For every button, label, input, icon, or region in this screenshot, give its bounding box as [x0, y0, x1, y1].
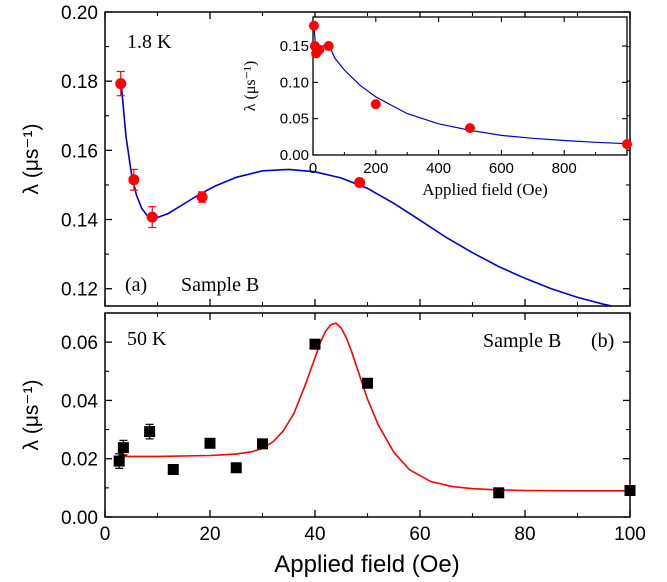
data-point [196, 191, 208, 203]
x-tick-label: 80 [514, 524, 535, 545]
data-point [354, 177, 366, 189]
x-tick-label: 20 [199, 524, 220, 545]
inset-data-point [314, 44, 325, 55]
y-axis-label: λ (μs⁻¹) [20, 124, 43, 195]
data-point [146, 211, 158, 223]
y-axis-label: λ (μs⁻¹) [20, 380, 43, 451]
sample-label: Sample B [181, 274, 259, 296]
inset-x-tick-label: 600 [489, 160, 514, 177]
inset-y-tick-label: 0.00 [280, 147, 309, 164]
data-point [167, 463, 179, 475]
data-point [128, 174, 140, 186]
data-point [257, 438, 268, 450]
x-axis-label: Applied field (Oe) [274, 551, 459, 578]
x-tick-label: 60 [409, 524, 430, 545]
inset-x-tick-label: 800 [552, 160, 577, 177]
inset-y-axis-label: λ (μs⁻¹) [242, 61, 259, 111]
fit-curve [120, 79, 616, 306]
data-point [115, 78, 127, 90]
data-point [113, 455, 125, 467]
y-tick-label: 0.14 [61, 211, 98, 232]
data-point [144, 426, 156, 438]
inset-y-tick-label: 0.05 [280, 111, 309, 128]
y-tick-label: 0.02 [61, 450, 98, 471]
data-point [624, 484, 636, 496]
inset-data-point [308, 20, 319, 31]
inset-data-point [465, 123, 475, 134]
inset-data-point [370, 99, 381, 110]
y-tick-label: 0.20 [61, 3, 98, 24]
y-tick-label: 0.06 [61, 333, 98, 354]
temperature-label: 1.8 K [127, 31, 172, 53]
y-tick-label: 0.12 [61, 280, 98, 301]
x-tick-label: 100 [614, 524, 646, 545]
y-tick-label: 0.16 [61, 141, 98, 162]
panel-b: 0 20 40 60 80 100 0.00 0.02 0.04 0.06 λ (μs⁻¹) 50 K… [20, 312, 646, 545]
inset-data-point [622, 139, 632, 150]
data-point [362, 377, 373, 389]
data-point [309, 338, 321, 350]
data-point [204, 437, 216, 449]
temperature-label: 50 K [127, 328, 167, 350]
inset-y-tick-label: 0.10 [280, 74, 309, 91]
sample-label: Sample B [483, 330, 561, 352]
inset-y-tick-label: 0.15 [280, 38, 309, 55]
inset-x-axis-label: Applied field (Oe) [422, 180, 548, 199]
inset-x-tick-label: 200 [363, 160, 388, 177]
data-point [117, 442, 129, 454]
inset-x-tick-label: 400 [426, 160, 451, 177]
inset: 0 200 400 600 800 0.00 0.05 0.10 0.15 Applied fie… [242, 16, 632, 199]
y-tick-label: 0.18 [61, 72, 98, 93]
panel-label: (a) [125, 274, 147, 296]
data-point [230, 462, 242, 474]
x-tick-label: 40 [304, 524, 325, 545]
x-tick-label: 0 [100, 524, 111, 545]
inset-data-point [323, 41, 334, 52]
panel-label: (b) [591, 330, 614, 352]
panel-a: 0.12 0.14 0.16 0.18 0.20 λ (μs⁻¹) 1.8 K (a) Samp… [20, 3, 632, 307]
inset-x-tick-label: 0 [309, 160, 317, 177]
y-tick-label: 0.00 [61, 508, 98, 529]
y-tick-label: 0.04 [61, 391, 98, 412]
data-point [493, 487, 505, 499]
